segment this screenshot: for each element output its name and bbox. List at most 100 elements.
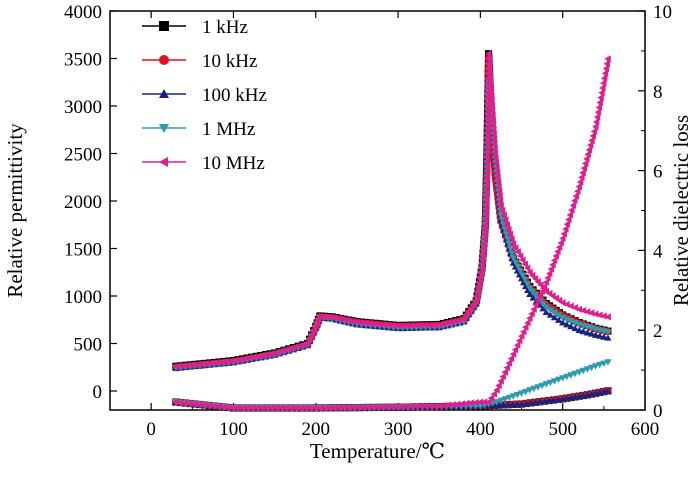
legend-label: 100 kHz [202,85,267,106]
loss-point [572,192,580,200]
permittivity-point [485,59,493,67]
permittivity-point [452,317,459,325]
permittivity-point [220,358,227,366]
permittivity-point [266,350,273,358]
loss-point [592,363,600,370]
loss-point [583,155,590,163]
loss-point [590,127,598,135]
loss-point [467,399,475,407]
loss-point [571,197,578,205]
permittivity-point [481,225,489,234]
y-left-tick-label: 3000 [64,97,102,118]
permittivity-point [215,358,222,367]
loss-point [177,398,184,407]
loss-point [554,376,563,384]
permittivity-point [172,363,179,371]
permittivity-point [528,271,536,280]
loss-point [526,387,534,394]
permittivity-point [498,217,506,224]
permittivity-point [257,352,264,360]
permittivity-point [482,183,490,191]
y-left-tick-label: 1000 [64,287,102,308]
permittivity-point [526,268,533,276]
loss-point [384,403,392,411]
permittivity-point [376,320,383,328]
loss-point [505,394,513,402]
permittivity-point [470,301,477,309]
permittivity-point [583,328,591,336]
permittivity-point [516,268,524,275]
permittivity-point [371,320,379,328]
permittivity-point [205,359,213,368]
loss-point [181,399,189,407]
permittivity-point [210,359,218,367]
loss-point [547,265,555,273]
permittivity-point [483,163,490,172]
permittivity-point [456,316,463,324]
loss-point [229,404,237,412]
loss-point [297,404,305,412]
permittivity-point [480,245,487,253]
permittivity-point [604,313,611,321]
loss-point [426,402,433,410]
loss-point [544,274,551,282]
permittivity-point [486,69,493,77]
permittivity-point [308,331,315,340]
loss-point [530,305,537,313]
permittivity-point [483,139,491,147]
permittivity-point [554,312,563,319]
loss-point [287,404,295,412]
permittivity-point [480,235,488,243]
permittivity-point [289,344,297,352]
loss-point [399,403,406,411]
permittivity-point [550,313,559,321]
loss-point [317,404,324,412]
permittivity-point [490,135,498,143]
legend-label: 1 kHz [202,17,248,38]
loss-point [563,373,571,381]
permittivity-point [546,307,554,314]
permittivity-point [294,343,302,351]
permittivity-point [486,78,494,86]
permittivity-point [477,269,485,277]
permittivity-point [514,248,521,256]
permittivity-point [439,320,447,328]
loss-point [375,403,382,411]
permittivity-point [579,327,587,335]
loss-point [550,256,558,264]
loss-point [532,301,539,309]
permittivity-point [303,340,311,348]
loss-point [497,397,505,405]
loss-point [403,403,411,411]
permittivity-point [353,318,360,326]
loss-point [379,403,387,411]
loss-point [210,402,218,410]
loss-point [601,69,609,78]
permittivity-point [596,311,603,319]
permittivity-point [349,317,356,325]
permittivity-point [431,321,438,329]
permittivity-point [482,202,489,210]
loss-point [592,118,600,126]
loss-point [480,398,488,406]
loss-point [509,350,517,358]
loss-point [487,394,495,402]
loss-point [463,399,470,407]
loss-point [586,141,594,149]
loss-point [546,379,554,387]
loss-point [507,355,515,363]
loss-point [172,398,179,406]
permittivity-point [495,187,503,196]
loss-point [552,252,559,260]
loss-point [389,403,397,411]
loss-point [458,400,465,408]
loss-point [604,387,612,394]
loss-point [530,385,538,393]
permittivity-point [490,126,497,134]
permittivity-point [531,274,539,283]
loss-point [215,402,222,411]
permittivity-point [505,225,512,234]
permittivity-point [592,331,600,338]
permittivity-point [483,144,491,152]
permittivity-point [491,149,499,158]
